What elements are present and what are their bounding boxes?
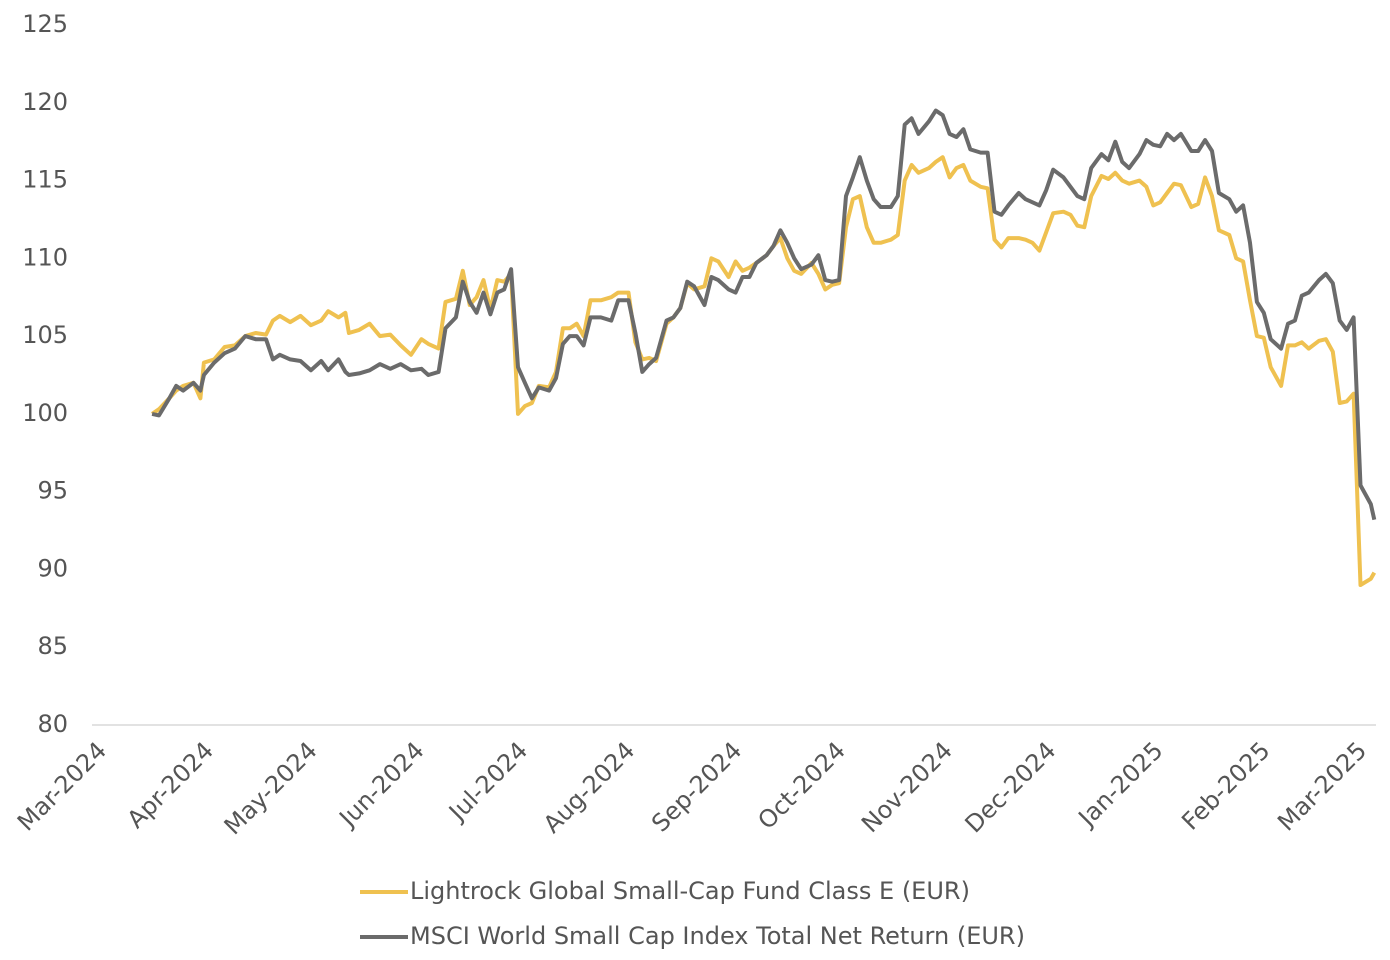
x-tick-label: Jun-2024 [333, 736, 430, 833]
y-tick-label: 80 [37, 710, 68, 738]
y-tick-label: 120 [22, 88, 68, 116]
x-tick-label: Sep-2024 [646, 736, 747, 837]
y-tick-label: 110 [22, 243, 68, 271]
x-tick-label: Aug-2024 [538, 736, 640, 838]
y-tick-label: 125 [22, 10, 68, 38]
x-tick-label: Dec-2024 [960, 736, 1062, 838]
x-tick-label: Jan-2025 [1072, 736, 1169, 833]
legend-label: MSCI World Small Cap Index Total Net Ret… [410, 922, 1025, 950]
y-tick-label: 115 [22, 166, 68, 194]
y-tick-label: 105 [22, 321, 68, 349]
y-tick-label: 85 [37, 632, 68, 660]
y-tick-label: 95 [37, 477, 68, 505]
legend-label: Lightrock Global Small-Cap Fund Class E … [410, 877, 970, 905]
x-tick-label: May-2024 [219, 736, 323, 840]
series-line [150, 155, 1377, 587]
x-tick-label: Mar-2025 [1272, 736, 1372, 836]
y-tick-label: 90 [37, 554, 68, 582]
x-tick-label: Jul-2024 [442, 736, 533, 827]
x-tick-label: Mar-2024 [12, 736, 112, 836]
x-tick-label: Nov-2024 [856, 736, 958, 838]
x-tick-label: Apr-2024 [122, 736, 219, 833]
series-line [151, 108, 1377, 521]
x-tick-label: Oct-2024 [752, 736, 850, 834]
y-tick-label: 100 [22, 399, 68, 427]
x-tick-label: Feb-2025 [1176, 736, 1275, 835]
